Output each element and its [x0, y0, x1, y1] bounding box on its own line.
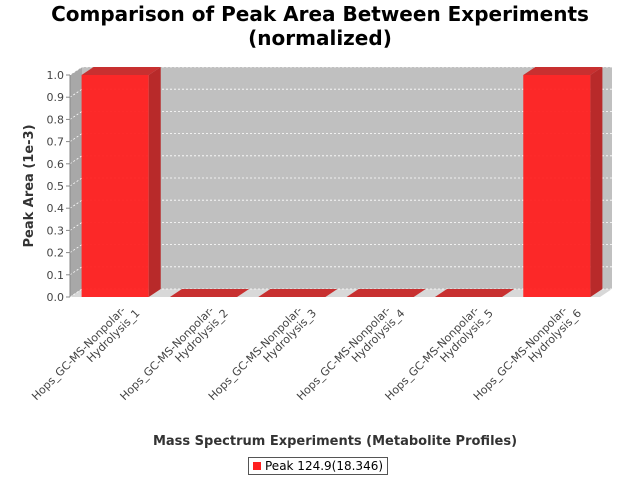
- gridline-side: [69, 155, 83, 165]
- y-tick-label: 1.0: [47, 69, 65, 82]
- gridline-side: [69, 177, 83, 187]
- bar-4: [346, 289, 426, 297]
- legend-swatch: [253, 462, 261, 470]
- y-axis-label: Peak Area (1e-3): [22, 124, 37, 247]
- bar-6: [523, 67, 603, 297]
- bar-top: [523, 67, 603, 75]
- y-tick-label: 0.1: [47, 269, 65, 282]
- bar-top: [258, 289, 338, 297]
- bar-side: [590, 67, 603, 297]
- y-tick-label: 0.9: [47, 91, 65, 104]
- chart-title: Comparison of Peak Area Between Experime…: [0, 2, 640, 50]
- bar-top: [169, 289, 250, 297]
- legend: Peak 124.9(18.346): [248, 457, 389, 475]
- y-tick-label: 0.0: [47, 291, 65, 304]
- gridline-side: [69, 199, 83, 209]
- gridline-side: [69, 66, 83, 76]
- bar-side: [148, 67, 161, 297]
- chart-title-line1: Comparison of Peak Area Between Experime…: [51, 2, 589, 26]
- x-tick-label-line: Hops_GC-MS-Nonpolar-: [29, 304, 128, 403]
- bar-top: [434, 289, 515, 297]
- chart-title-line2: (normalized): [248, 26, 392, 50]
- bar-top: [346, 289, 426, 297]
- bar-2: [169, 289, 250, 297]
- gridline-side: [69, 266, 83, 276]
- y-tick-label: 0.6: [47, 158, 65, 171]
- gridline-side: [69, 133, 83, 142]
- y-tick-label: 0.5: [47, 180, 65, 193]
- bar-top: [81, 67, 161, 75]
- gridline-side: [69, 244, 83, 253]
- gridline-side: [69, 222, 83, 231]
- bar-3: [258, 289, 338, 297]
- y-tick-label: 0.8: [47, 113, 65, 126]
- y-tick-label: 0.4: [47, 202, 65, 215]
- bar-front: [81, 75, 149, 297]
- legend-label: Peak 124.9(18.346): [265, 459, 384, 473]
- grid-layer: [69, 66, 612, 298]
- bars-layer: [81, 67, 603, 297]
- y-tick-label: 0.3: [47, 224, 65, 237]
- gridline-side: [69, 88, 83, 98]
- bar-front: [523, 75, 591, 297]
- x-axis-label: Mass Spectrum Experiments (Metabolite Pr…: [153, 434, 517, 449]
- y-tick-label: 0.2: [47, 247, 65, 260]
- gridline-side: [69, 111, 83, 120]
- gridline-side: [69, 288, 83, 298]
- bar-5: [434, 289, 515, 297]
- plot-side-wall: [70, 67, 82, 297]
- y-tick-label: 0.7: [47, 136, 65, 149]
- bar-1: [81, 67, 161, 297]
